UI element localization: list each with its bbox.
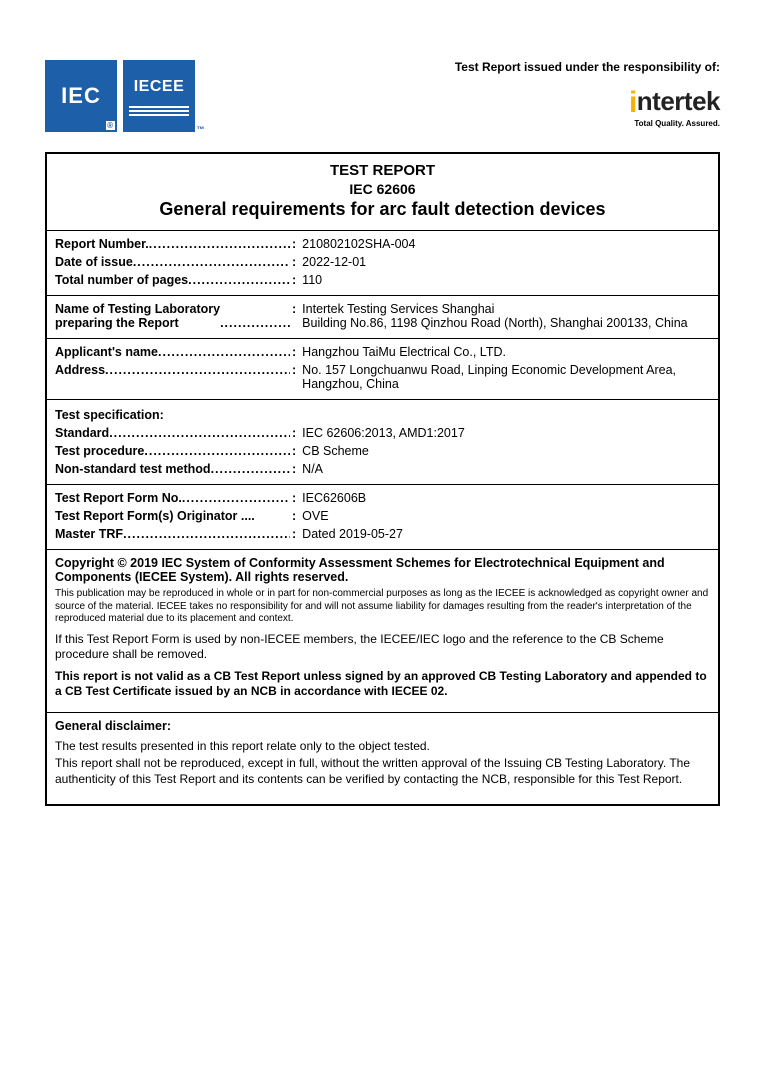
table-row: Non-standard test method : N/A [47,460,718,478]
value: 210802102SHA-004 [302,237,710,251]
value: Dated 2019-05-27 [302,527,710,541]
label: Test Report Form(s) Originator .... [55,509,255,523]
table-row: Standard : IEC 62606:2013, AMD1:2017 [47,424,718,442]
info-section: Report Number. : 210802102SHA-004 Date o… [47,231,718,296]
iec-logo-text: IEC [61,83,101,109]
copyright-section: Copyright © 2019 IEC System of Conformit… [47,550,718,713]
disclaimer-p2: This report shall not be reproduced, exc… [55,756,710,787]
table-row: Master TRF : Dated 2019-05-27 [47,525,718,543]
spec-heading: Test specification: [47,404,718,424]
label: Total number of pages [55,273,188,287]
header-right: Test Report issued under the responsibil… [455,60,720,128]
lab-section: Name of Testing Laboratory preparing the… [47,296,718,339]
value: Hangzhou TaiMu Electrical Co., LTD. [302,345,710,359]
label: Name of Testing Laboratory preparing the… [55,302,220,330]
title-section: TEST REPORT IEC 62606 General requiremen… [47,154,718,231]
label: Address [55,363,105,377]
left-logos: IEC ® IECEE ™ [45,60,195,132]
value: CB Scheme [302,444,710,458]
form-section: Test Report Form No. : IEC62606B Test Re… [47,485,718,550]
label: Test Report Form No. [55,491,182,505]
trademark-mark: ™ [197,125,206,134]
table-row: Name of Testing Laboratory preparing the… [47,300,718,332]
intertek-tagline: Total Quality. Assured. [455,119,720,128]
header-bar: IEC ® IECEE ™ Test Report issued under t… [45,60,720,132]
copyright-p2: This report is not valid as a CB Test Re… [55,669,710,700]
label: Date of issue [55,255,133,269]
iecee-logo-icon: IECEE ™ [123,60,195,132]
table-row: Date of issue : 2022-12-01 [47,253,718,271]
value: IEC62606B [302,491,710,505]
responsibility-text: Test Report issued under the responsibil… [455,60,720,74]
label: Test procedure [55,444,144,458]
table-row: Test Report Form(s) Originator .... : OV… [47,507,718,525]
report-frame: TEST REPORT IEC 62606 General requiremen… [45,152,720,806]
table-row: Total number of pages : 110 [47,271,718,289]
copyright-small: This publication may be reproduced in wh… [55,588,710,626]
label: Report Number. [55,237,149,251]
value: No. 157 Longchuanwu Road, Linping Econom… [302,363,710,391]
title-line3: General requirements for arc fault detec… [47,199,718,220]
iec-logo-icon: IEC ® [45,60,117,132]
copyright-bold: Copyright © 2019 IEC System of Conformit… [55,556,710,584]
value: 2022-12-01 [302,255,710,269]
label: Master TRF [55,527,123,541]
title-line2: IEC 62606 [47,181,718,197]
intertek-logo-icon: intertek [455,86,720,117]
table-row: Report Number. : 210802102SHA-004 [47,235,718,253]
registered-mark: ® [106,121,115,130]
value: 110 [302,273,710,287]
intertek-name: ntertek [637,86,720,116]
table-row: Test procedure : CB Scheme [47,442,718,460]
label: Non-standard test method [55,462,211,476]
iecee-logo-text: IECEE [134,78,185,96]
value: N/A [302,462,710,476]
spec-section: Test specification: Standard : IEC 62606… [47,400,718,485]
applicant-section: Applicant's name : Hangzhou TaiMu Electr… [47,339,718,400]
copyright-p1: If this Test Report Form is used by non-… [55,632,710,663]
value: OVE [302,509,710,523]
table-row: Applicant's name : Hangzhou TaiMu Electr… [47,343,718,361]
title-line1: TEST REPORT [47,162,718,179]
label: Applicant's name [55,345,158,359]
disclaimer-p1: The test results presented in this repor… [55,739,710,755]
value: IEC 62606:2013, AMD1:2017 [302,426,710,440]
table-row: Test Report Form No. : IEC62606B [47,489,718,507]
table-row: Address : No. 157 Longchuanwu Road, Linp… [47,361,718,393]
label: Standard [55,426,109,440]
disclaimer-section: General disclaimer: The test results pre… [47,713,718,804]
value: Intertek Testing Services Shanghai Build… [302,302,710,330]
disclaimer-heading: General disclaimer: [55,719,710,733]
